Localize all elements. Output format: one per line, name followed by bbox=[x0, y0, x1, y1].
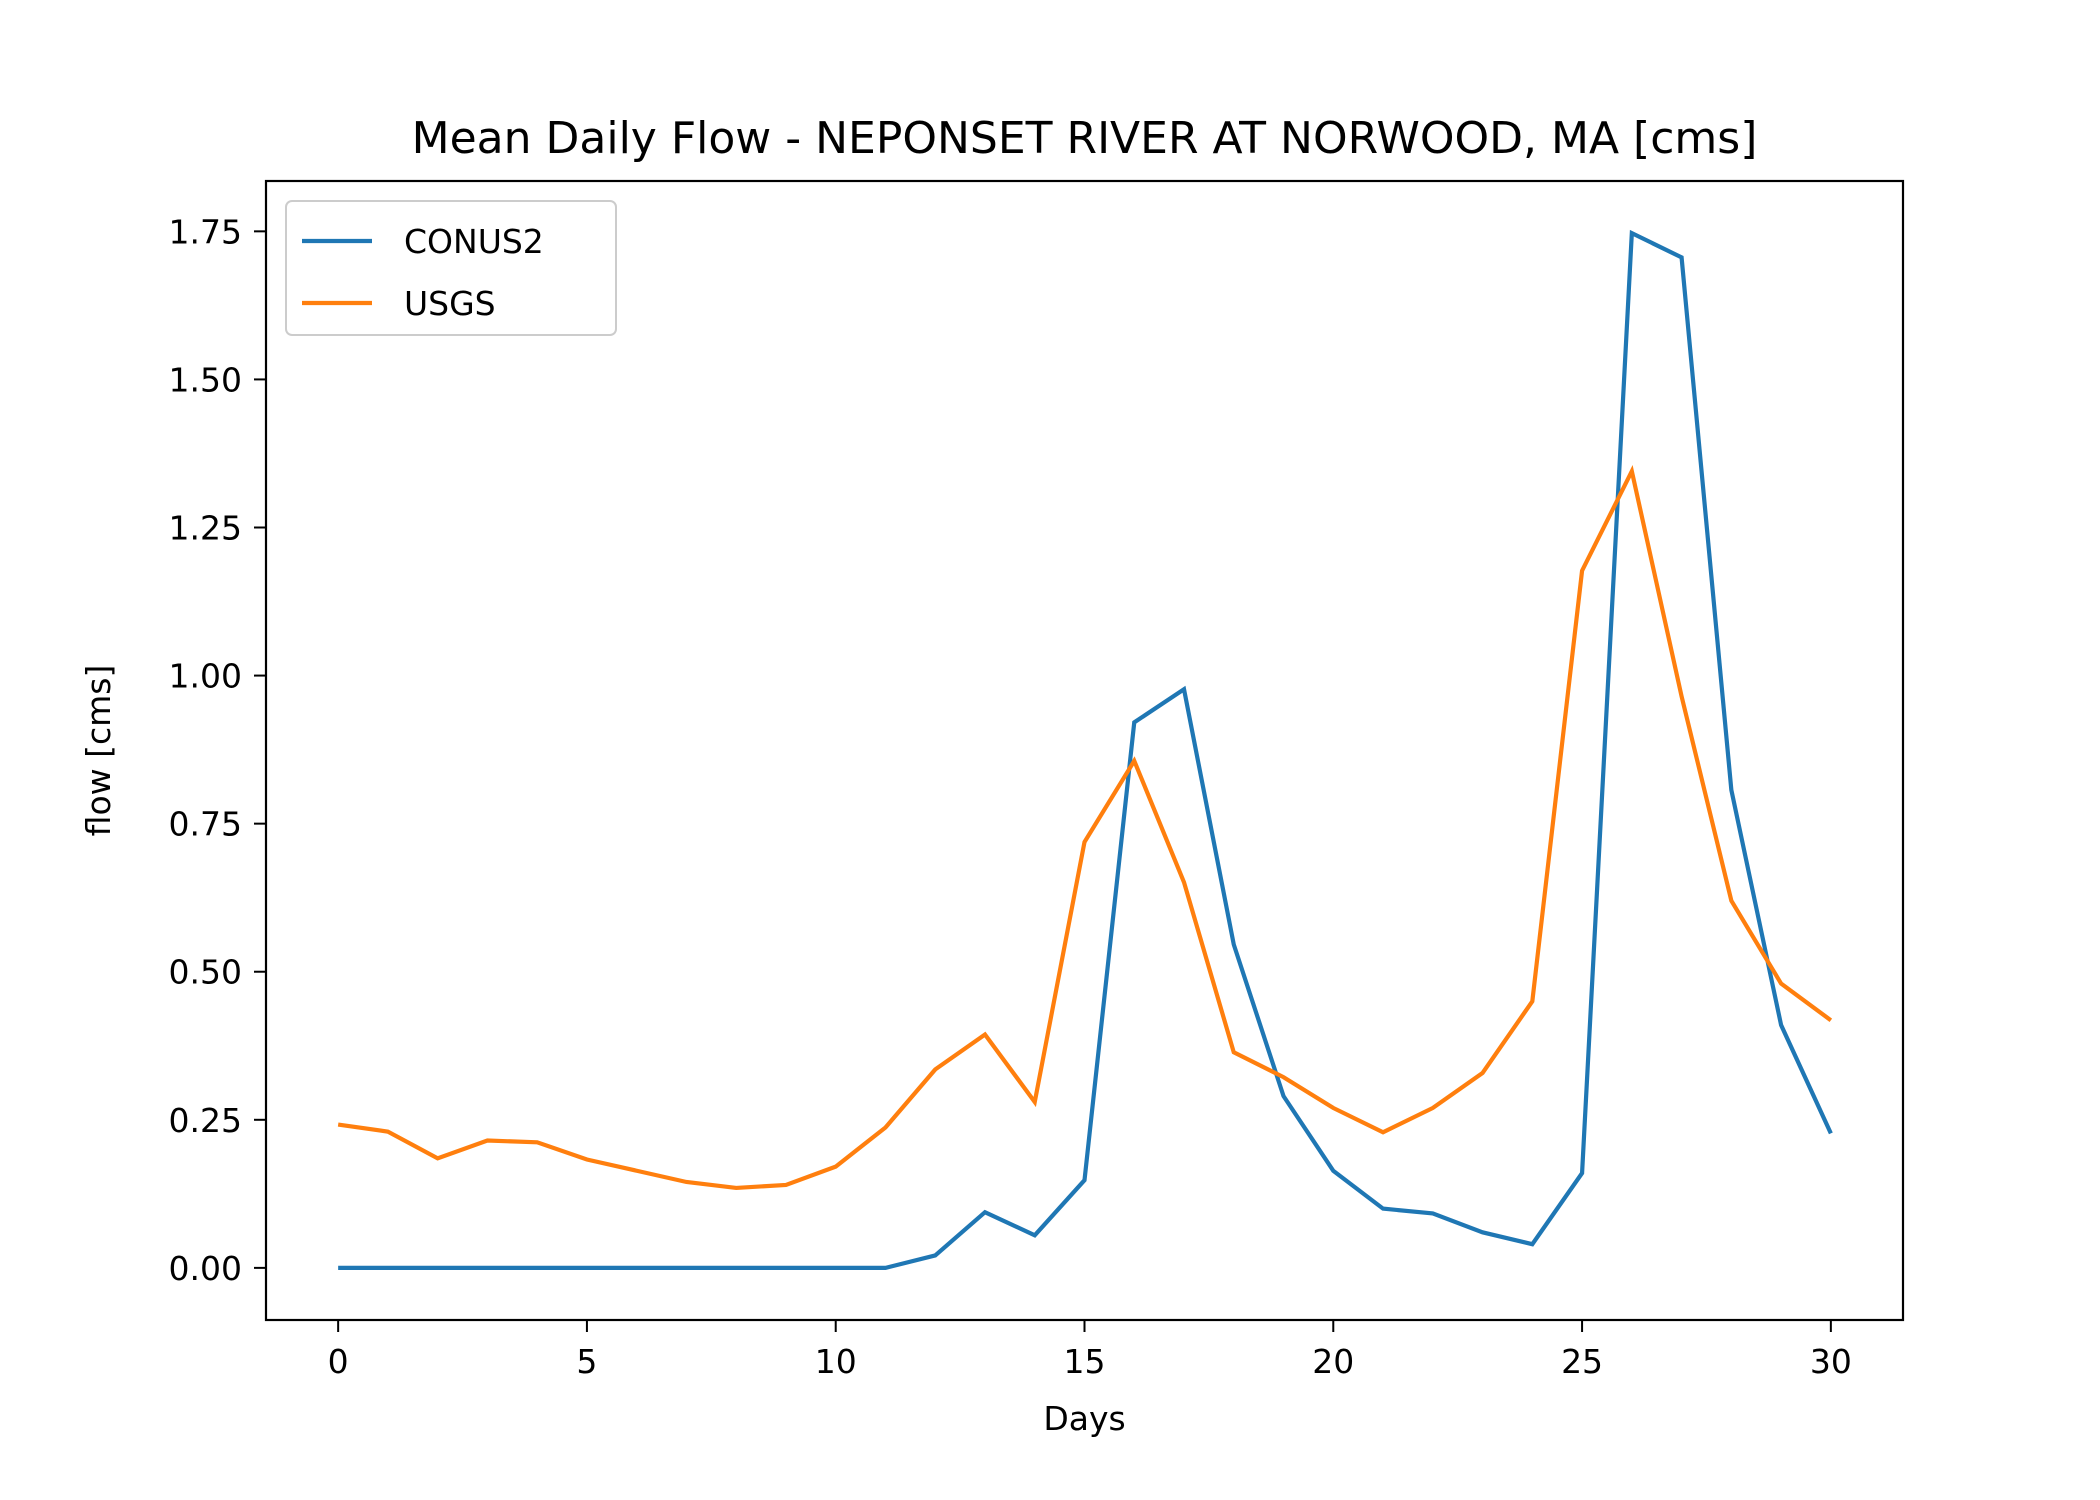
series-layer bbox=[337, 229, 1833, 1270]
legend-label-usgs: USGS bbox=[404, 284, 496, 323]
y-tick-label: 1.50 bbox=[169, 360, 242, 399]
x-axis-title: Days bbox=[1043, 1399, 1125, 1438]
y-tick-label: 0.00 bbox=[169, 1249, 242, 1288]
x-tick-label: 15 bbox=[1064, 1342, 1106, 1381]
chart-title: Mean Daily Flow - NEPONSET RIVER AT NORW… bbox=[412, 113, 1758, 164]
x-tick-label: 0 bbox=[328, 1342, 349, 1381]
plot-area bbox=[266, 181, 1903, 1320]
y-tick-label: 0.50 bbox=[169, 953, 242, 992]
y-tick-label: 0.25 bbox=[169, 1101, 242, 1140]
y-tick-label: 1.75 bbox=[169, 212, 242, 251]
x-tick-label: 5 bbox=[576, 1342, 597, 1381]
x-tick-label: 25 bbox=[1561, 1342, 1603, 1381]
y-axis-title: flow [cms] bbox=[79, 665, 118, 837]
x-tick-label: 30 bbox=[1810, 1342, 1852, 1381]
y-tick-label: 0.75 bbox=[169, 805, 242, 844]
legend: CONUS2 USGS bbox=[285, 200, 617, 336]
y-tick-label: 1.00 bbox=[169, 657, 242, 696]
x-tick-label: 20 bbox=[1312, 1342, 1354, 1381]
x-axis: 0 5 10 15 20 25 30 bbox=[328, 1320, 1852, 1381]
y-tick-label: 1.25 bbox=[169, 508, 242, 547]
legend-label-conus2: CONUS2 bbox=[404, 222, 544, 261]
x-tick-label: 10 bbox=[815, 1342, 857, 1381]
y-axis: 0.00 0.25 0.50 0.75 1.00 1.25 1.50 1.75 bbox=[169, 212, 266, 1288]
